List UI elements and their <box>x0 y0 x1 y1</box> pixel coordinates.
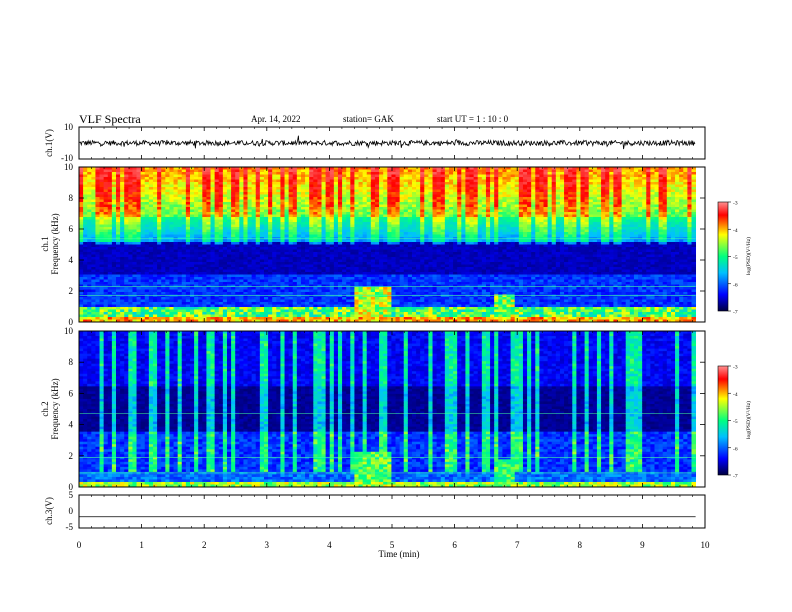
ch1-colorbar-label: log(PSD)(V²/Hz) <box>745 237 752 275</box>
ch3-ytick-mid: 0 <box>69 506 74 516</box>
ytick-label: 8 <box>69 357 74 367</box>
ch1-waveform-ylabel: ch.1(V) <box>44 129 54 157</box>
colorbar-tick-label: -5 <box>733 419 738 425</box>
figure-title: VLF Spectra <box>79 112 141 126</box>
station-label: station= GAK <box>343 114 394 124</box>
colorbar-tick-label: -4 <box>733 228 738 234</box>
ch3-ytick-top: 5 <box>69 490 74 500</box>
xtick-label: 6 <box>452 540 457 550</box>
ch2-colorbar: -3 -4 -5 -6 -7 log(PSD)(V²/Hz) <box>717 365 752 480</box>
ytick-label: 0 <box>69 482 74 492</box>
date-label: Apr. 14, 2022 <box>251 114 301 124</box>
x-axis: 0 1 2 3 4 5 6 7 8 9 10 <box>77 127 710 550</box>
xtick-label: 3 <box>265 540 270 550</box>
ch2-colorbar-label: log(PSD)(V²/Hz) <box>745 401 752 439</box>
ch1-ytick-bottom: -10 <box>61 153 73 163</box>
colorbar-tick-label: -6 <box>733 446 738 452</box>
colorbar-tick-label: -3 <box>733 201 738 207</box>
ytick-label: 4 <box>69 420 74 430</box>
ch2-spectrogram-ylabel-freq: Frequency (kHz) <box>50 378 60 439</box>
ch1-colorbar-gradient <box>717 201 729 312</box>
ch3-ytick-bottom: -5 <box>66 522 74 532</box>
ch2-spectrogram-panel: 0 2 4 6 8 10 ch.2 Frequency (kHz) <box>40 326 706 492</box>
ytick-label: 6 <box>69 224 74 234</box>
ch1-spectrogram-ylabel-freq: Frequency (kHz) <box>50 213 60 274</box>
ch1-waveform-line <box>78 135 696 150</box>
x-axis-label: Time (min) <box>379 549 420 559</box>
ytick-label: 10 <box>64 162 74 172</box>
ytick-label: 2 <box>69 286 74 296</box>
ch2-spectrogram-ylabel-channel: ch.2 <box>40 401 50 416</box>
ch1-spectrogram-ylabel-channel: ch.1 <box>40 236 50 251</box>
xtick-label: 9 <box>640 540 645 550</box>
ch2-spectrogram-image <box>79 331 697 488</box>
ytick-label: 2 <box>69 451 74 461</box>
colorbar-tick-label: -3 <box>733 365 738 371</box>
ch2-colorbar-gradient <box>717 365 729 476</box>
colorbar-tick-label: -5 <box>733 255 738 261</box>
xtick-label: 4 <box>327 540 332 550</box>
start-time-label: start UT = 1 : 10 : 0 <box>437 114 509 124</box>
xtick-label: 10 <box>701 540 711 550</box>
ch3-waveform-panel: 5 0 -5 ch.3(V) <box>44 490 706 532</box>
ytick-label: 8 <box>69 193 74 203</box>
ch1-spectrogram-image <box>79 167 697 323</box>
ytick-label: 0 <box>69 317 74 327</box>
ch1-waveform-panel: 10 -10 ch.1(V) <box>44 122 706 163</box>
colorbar-tick-label: -7 <box>733 310 738 316</box>
xtick-label: 0 <box>77 540 82 550</box>
colorbar-tick-label: -7 <box>733 474 738 480</box>
ch1-spectrogram-panel: 0 2 4 6 8 10 ch.1 Frequency (kHz) <box>40 162 706 327</box>
ch3-waveform-frame <box>78 494 706 529</box>
ch1-ytick-top: 10 <box>64 122 74 132</box>
colorbar-tick-label: -6 <box>733 282 738 288</box>
ytick-label: 4 <box>69 255 74 265</box>
xtick-label: 1 <box>139 540 144 550</box>
ytick-label: 10 <box>64 326 74 336</box>
ch3-waveform-ylabel: ch.3(V) <box>44 497 54 525</box>
ch1-colorbar: -3 -4 -5 -6 -7 log(PSD)(V²/Hz) <box>717 201 752 316</box>
xtick-label: 7 <box>515 540 520 550</box>
xtick-label: 2 <box>202 540 207 550</box>
xtick-label: 5 <box>390 540 395 550</box>
xtick-label: 8 <box>578 540 583 550</box>
ytick-label: 6 <box>69 388 74 398</box>
colorbar-tick-label: -4 <box>733 392 738 398</box>
